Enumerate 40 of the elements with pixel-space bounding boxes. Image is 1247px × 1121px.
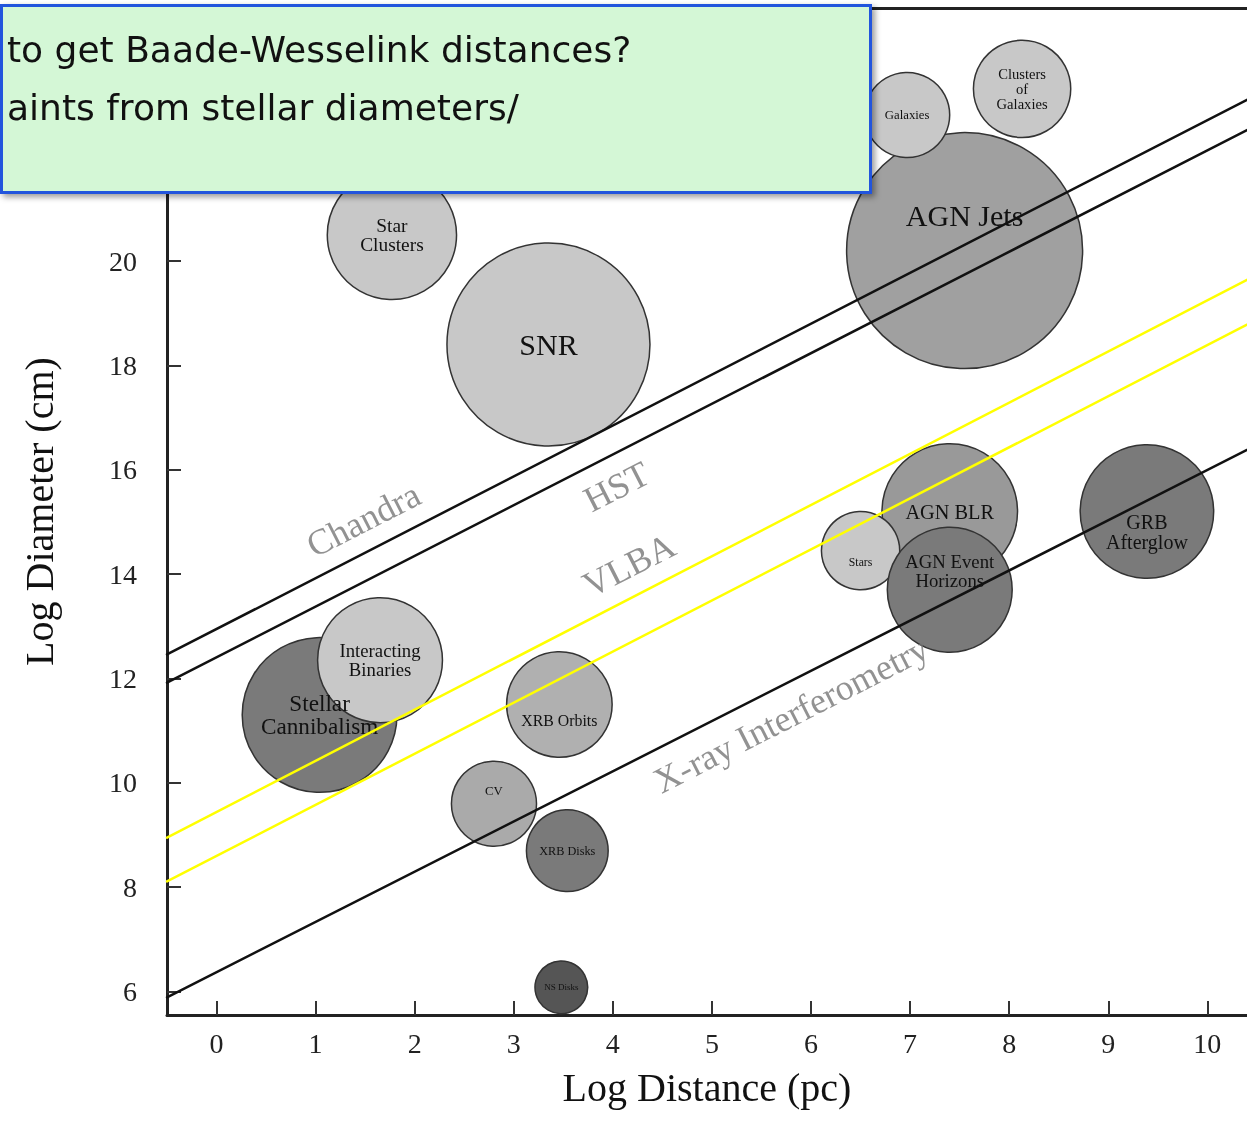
x-axis-title: Log Distance (pc) (562, 1064, 852, 1110)
annotation: HST (577, 453, 656, 520)
x-tick-label: 1 (308, 1027, 323, 1059)
series-label: NS Disks (544, 982, 579, 993)
x-tick-label: 3 (506, 1027, 521, 1059)
y-tick-label: 6 (123, 976, 137, 1008)
series-label: SNR (519, 328, 578, 362)
y-axis-title: Log Diameter (cm) (16, 357, 62, 666)
x-tick-label: 5 (704, 1027, 719, 1059)
series-label: Stars (848, 555, 873, 569)
series-label: Star Clusters (360, 214, 424, 255)
y-tick-label: 16 (109, 454, 137, 486)
series-label: Interacting Binaries (339, 640, 421, 681)
series-label: AGN BLR (905, 500, 995, 523)
x-tick-label: 6 (804, 1027, 819, 1059)
series-label: CV (485, 783, 504, 798)
series-label: XRB Disks (539, 843, 596, 858)
x-tick-label: 7 (903, 1027, 918, 1059)
series-label: Galaxies (884, 107, 930, 122)
annotation: to get Baade-Wesselink distances? (7, 28, 633, 72)
y-tick-label: 12 (109, 662, 137, 694)
series-label: Clusters of Galaxies (996, 65, 1048, 112)
series-label: AGN Event Horizons (905, 551, 995, 592)
y-tick-label: 14 (109, 558, 137, 590)
series-label: XRB Orbits (521, 711, 598, 729)
x-tick-label: 8 (1002, 1027, 1017, 1059)
y-tick-label: 20 (109, 245, 137, 277)
series-label: AGN Jets (905, 198, 1024, 232)
annotation: VLBA (576, 525, 682, 606)
x-tick-label: 9 (1101, 1027, 1116, 1059)
x-tick-label: 10 (1193, 1027, 1222, 1059)
y-tick-label: 8 (123, 871, 137, 903)
y-tick-label: 10 (109, 767, 137, 799)
y-tick-label: 18 (109, 349, 137, 381)
series-label: GRB Afterglow (1105, 510, 1189, 554)
annotation: aints from stellar diameters/ (7, 86, 520, 130)
x-tick-label: 4 (605, 1027, 620, 1059)
x-tick-label: 2 (407, 1027, 422, 1059)
x-tick-label: 0 (209, 1027, 224, 1059)
note-box: to get Baade-Wesselink distances? aints from stellar diameters/ (0, 4, 872, 194)
